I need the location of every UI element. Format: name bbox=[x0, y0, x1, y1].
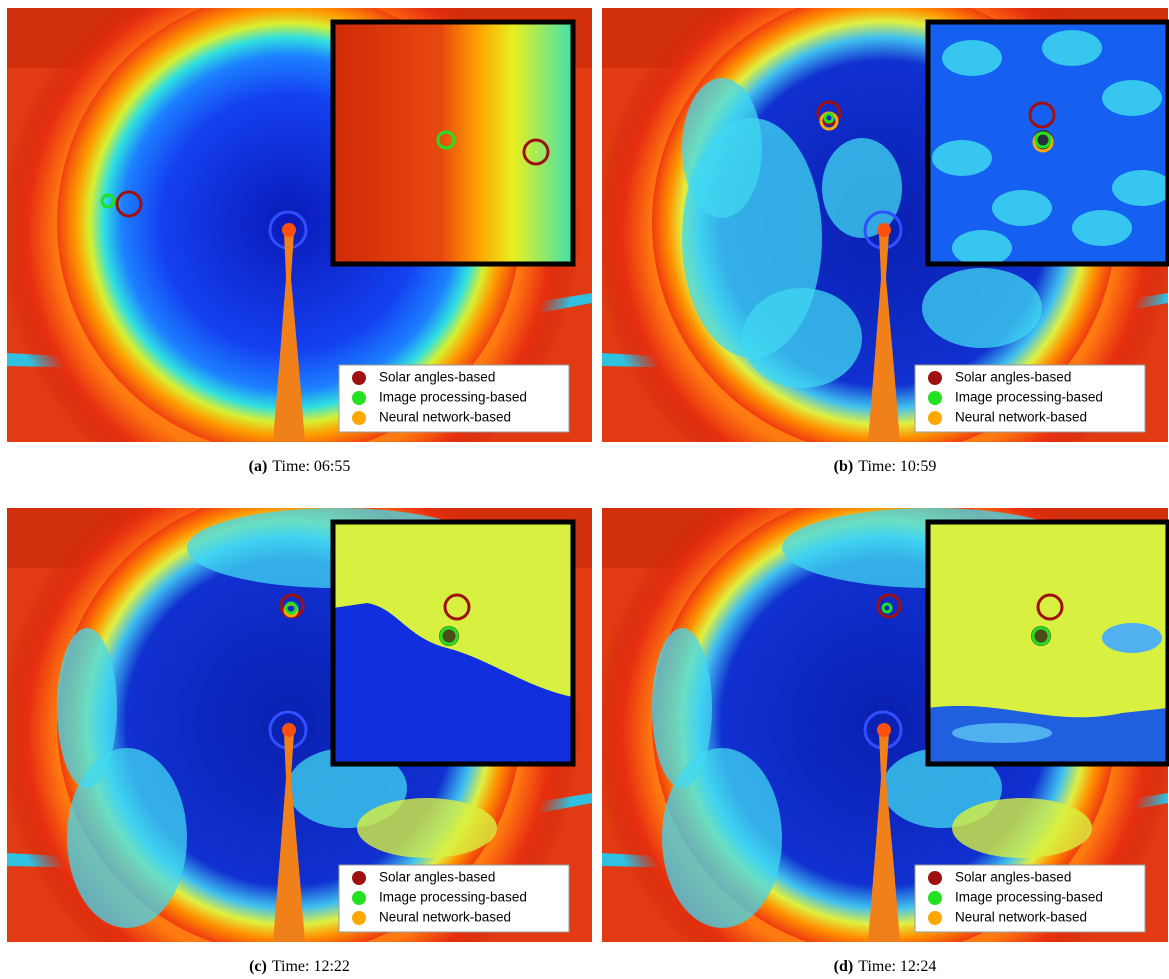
legend-dot bbox=[928, 411, 942, 425]
legend-dot bbox=[352, 391, 366, 405]
cloud bbox=[932, 140, 992, 176]
inset bbox=[928, 522, 1168, 764]
cloud bbox=[57, 628, 117, 788]
inset bbox=[333, 522, 573, 764]
legend-label: Neural network-based bbox=[379, 910, 511, 925]
legend-dot bbox=[352, 371, 366, 385]
cloud bbox=[922, 268, 1042, 348]
legend-label: Image processing-based bbox=[955, 390, 1103, 405]
legend-dot bbox=[928, 871, 942, 885]
legend-label: Neural network-based bbox=[955, 910, 1087, 925]
cloud bbox=[1042, 30, 1102, 66]
figure: Solar angles-based Image processing-based… bbox=[0, 0, 1169, 979]
legend-label: Neural network-based bbox=[379, 410, 511, 425]
cloud bbox=[682, 78, 762, 218]
caption-label: (b) bbox=[834, 458, 854, 475]
legend-label: Image processing-based bbox=[379, 390, 527, 405]
legend-dot bbox=[352, 911, 366, 925]
cloud bbox=[1102, 623, 1162, 653]
panel: Solar angles-based Image processing-based… bbox=[594, 443, 1169, 979]
inset bbox=[928, 22, 1169, 266]
panel: Solar angles-based Image processing-based… bbox=[594, 0, 1169, 523]
cloud bbox=[1072, 210, 1132, 246]
caption-label: (a) bbox=[249, 458, 268, 475]
caption-label: (c) bbox=[249, 958, 267, 975]
cloud bbox=[742, 288, 862, 388]
legend-dot bbox=[352, 411, 366, 425]
cloud bbox=[952, 723, 1052, 743]
inset bbox=[333, 22, 573, 264]
legend-dot bbox=[928, 391, 942, 405]
legend-dot bbox=[928, 911, 942, 925]
caption: (b)Time: 10:59 bbox=[834, 458, 937, 475]
legend-label: Solar angles-based bbox=[379, 870, 495, 885]
pole-top bbox=[877, 223, 891, 237]
pole-top bbox=[282, 223, 296, 237]
legend-label: Image processing-based bbox=[955, 890, 1103, 905]
panel: Solar angles-based Image processing-based… bbox=[0, 0, 592, 523]
legend-label: Solar angles-based bbox=[379, 370, 495, 385]
pole-top bbox=[282, 723, 296, 737]
legend-label: Solar angles-based bbox=[955, 870, 1071, 885]
caption: (d)Time: 12:24 bbox=[834, 958, 937, 975]
cloud bbox=[1102, 80, 1162, 116]
legend-label: Image processing-based bbox=[379, 890, 527, 905]
cloud bbox=[652, 628, 712, 788]
cloud bbox=[357, 798, 497, 858]
caption-text: Time: 10:59 bbox=[858, 458, 936, 475]
caption-label: (d) bbox=[834, 958, 854, 975]
legend-dot bbox=[352, 871, 366, 885]
caption-text: Time: 12:24 bbox=[858, 958, 936, 975]
legend-dot bbox=[928, 891, 942, 905]
legend-dot bbox=[352, 891, 366, 905]
pole-top bbox=[877, 723, 891, 737]
legend-label: Neural network-based bbox=[955, 410, 1087, 425]
legend-dot bbox=[928, 371, 942, 385]
caption: (c) Time: 12:22 bbox=[249, 958, 350, 975]
panel: Solar angles-based Image processing-based… bbox=[0, 443, 592, 979]
legend-label: Solar angles-based bbox=[955, 370, 1071, 385]
cloud bbox=[952, 798, 1092, 858]
cloud bbox=[822, 138, 902, 238]
cloud bbox=[992, 190, 1052, 226]
caption-text: Time: 12:22 bbox=[272, 958, 350, 975]
caption-text: Time: 06:55 bbox=[272, 458, 350, 475]
cloud bbox=[952, 230, 1012, 266]
caption: (a)Time: 06:55 bbox=[249, 458, 351, 475]
cloud bbox=[942, 40, 1002, 76]
